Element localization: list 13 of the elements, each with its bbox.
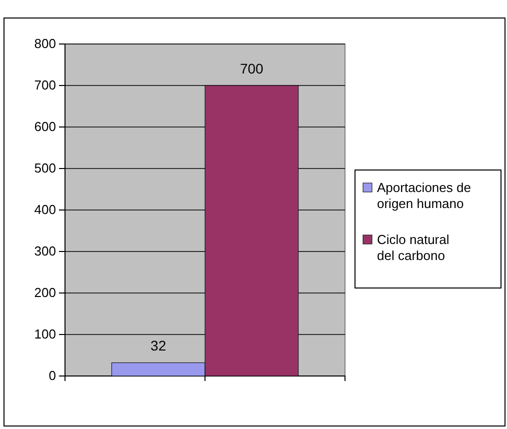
y-tick-label: 800 xyxy=(34,36,56,52)
y-tick-label: 300 xyxy=(34,244,56,259)
y-tick-label: 0 xyxy=(48,368,56,384)
legend-label: Aportaciones de origen humano xyxy=(377,180,471,211)
legend-label: Ciclo natural del carbono xyxy=(377,232,450,263)
y-tick-label: 500 xyxy=(34,160,56,176)
data-label: 700 xyxy=(240,60,264,76)
y-tick-label: 200 xyxy=(34,285,56,300)
y-tick-label: 600 xyxy=(34,119,56,134)
data-label: 32 xyxy=(150,338,166,354)
y-tick-label: 400 xyxy=(34,202,56,218)
y-tick-label: 700 xyxy=(34,78,56,93)
y-tick-label: 100 xyxy=(34,326,56,342)
